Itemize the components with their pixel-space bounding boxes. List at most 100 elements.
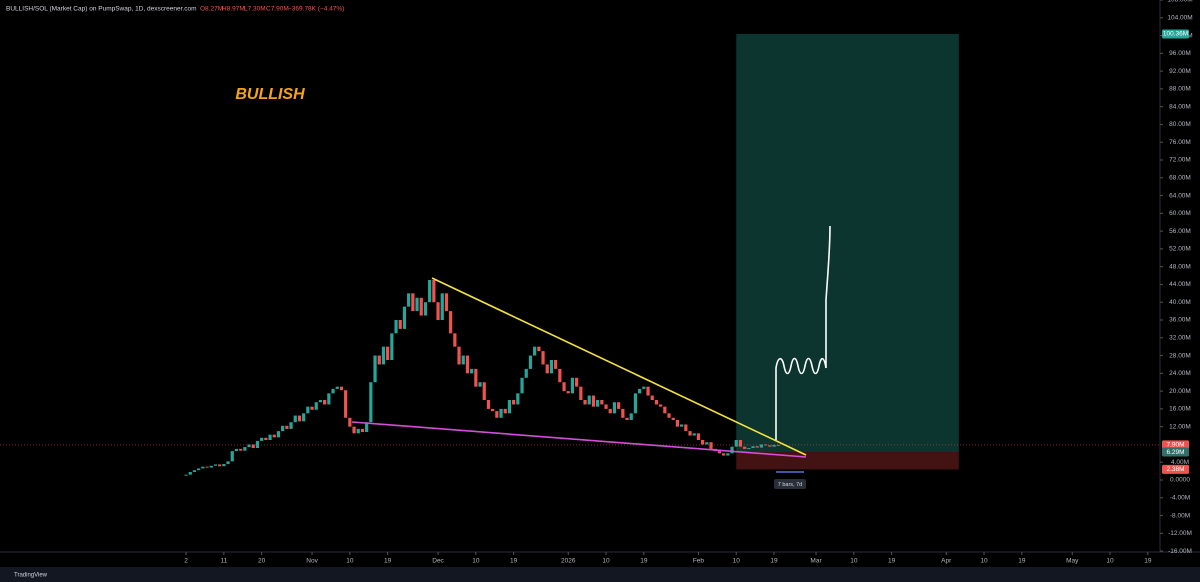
candle bbox=[692, 433, 696, 436]
candle bbox=[747, 448, 751, 449]
x-tick-label: 10 bbox=[602, 558, 610, 565]
candle bbox=[209, 465, 213, 468]
candle bbox=[583, 400, 587, 405]
candle bbox=[608, 408, 612, 414]
candle bbox=[293, 415, 297, 423]
candle bbox=[268, 434, 272, 440]
candle bbox=[776, 444, 780, 446]
price-tag bbox=[1162, 29, 1189, 39]
candle bbox=[612, 402, 617, 414]
x-tick-label: 19 bbox=[770, 558, 778, 565]
x-tick-label: 11 bbox=[220, 558, 227, 565]
candle bbox=[285, 425, 289, 429]
candle bbox=[243, 447, 247, 451]
candle bbox=[365, 422, 369, 432]
candle bbox=[306, 406, 310, 414]
y-tick-label: 84.00M bbox=[1169, 103, 1191, 110]
x-tick-label: Nov bbox=[306, 558, 318, 565]
candle bbox=[499, 408, 503, 418]
ohlc-low: L7.30M bbox=[244, 6, 266, 13]
candle bbox=[705, 442, 709, 445]
candle bbox=[360, 428, 365, 432]
candle bbox=[642, 386, 646, 389]
candle bbox=[524, 368, 528, 378]
x-tick-label: 10 bbox=[850, 558, 858, 565]
candle bbox=[633, 393, 638, 414]
y-tick-label: 96.00M bbox=[1169, 50, 1191, 57]
candle bbox=[667, 413, 671, 418]
range-box bbox=[774, 479, 806, 489]
y-tick-label: -8.00M bbox=[1170, 512, 1190, 519]
candle bbox=[726, 453, 730, 456]
candle bbox=[218, 464, 222, 467]
candle bbox=[512, 400, 516, 405]
footer bbox=[0, 567, 1200, 582]
y-tick-label: 60.00M bbox=[1169, 210, 1191, 217]
y-tick-label: 56.00M bbox=[1169, 228, 1191, 235]
candle bbox=[709, 442, 713, 449]
candle bbox=[646, 386, 650, 396]
candle bbox=[390, 333, 394, 360]
candle bbox=[348, 417, 352, 427]
x-tick-label: 19 bbox=[510, 558, 518, 565]
candle bbox=[625, 417, 629, 420]
candle bbox=[533, 346, 537, 356]
drawings bbox=[351, 225, 831, 458]
y-tick-label: 80.00M bbox=[1169, 121, 1191, 128]
candle bbox=[386, 346, 390, 360]
candle bbox=[478, 382, 482, 387]
candle bbox=[314, 402, 318, 410]
ohlc-high: H8.97M bbox=[222, 6, 245, 13]
ohlc-open: O8.27M bbox=[200, 6, 223, 13]
y-tick-label: -12.00M bbox=[1168, 530, 1192, 537]
ohlc-close: C7.90M bbox=[266, 6, 289, 13]
candle bbox=[402, 306, 407, 329]
candle bbox=[743, 446, 747, 449]
candle bbox=[474, 368, 478, 387]
candle bbox=[251, 444, 255, 448]
y-tick-label: 20.00M bbox=[1169, 388, 1191, 395]
price-tag bbox=[1162, 447, 1189, 457]
x-tick-label: 19 bbox=[888, 558, 896, 565]
candle bbox=[600, 400, 604, 405]
candle bbox=[344, 390, 348, 418]
candle bbox=[201, 466, 205, 469]
candle bbox=[453, 333, 457, 347]
y-tick-label: 108.00M bbox=[1167, 0, 1192, 4]
candle bbox=[234, 448, 239, 452]
target-zone bbox=[736, 33, 959, 453]
candle bbox=[394, 320, 398, 334]
candle bbox=[570, 377, 575, 394]
candle bbox=[423, 302, 428, 316]
y-tick-label: 12.00M bbox=[1169, 423, 1191, 430]
x-tick-label: 20 bbox=[258, 558, 266, 565]
candle bbox=[558, 368, 562, 383]
annotation: BULLISH bbox=[235, 86, 305, 103]
candle bbox=[407, 293, 411, 307]
candle bbox=[734, 440, 738, 447]
candle bbox=[281, 425, 285, 432]
candle bbox=[356, 428, 360, 434]
candle bbox=[419, 297, 423, 316]
candle bbox=[297, 415, 302, 422]
candle bbox=[549, 360, 554, 374]
x-tick-label: 10 bbox=[346, 558, 354, 565]
price-tag bbox=[1162, 440, 1189, 450]
candle bbox=[688, 431, 692, 436]
x-tick-label: 2 bbox=[184, 558, 188, 565]
candle bbox=[663, 406, 667, 414]
candle bbox=[428, 280, 432, 303]
candle bbox=[411, 293, 415, 312]
candle bbox=[722, 453, 726, 456]
candle bbox=[659, 404, 663, 407]
price-tag-label: 7.90M bbox=[1166, 442, 1184, 449]
candle bbox=[772, 444, 776, 447]
x-tick-label: 10 bbox=[980, 558, 988, 565]
x-tick-label: May bbox=[1066, 558, 1079, 565]
candle bbox=[638, 388, 642, 394]
x-tick-label: 19 bbox=[1144, 558, 1152, 565]
x-tick-label: Apr bbox=[941, 558, 952, 565]
y-tick-label: 104.00M bbox=[1167, 14, 1192, 21]
